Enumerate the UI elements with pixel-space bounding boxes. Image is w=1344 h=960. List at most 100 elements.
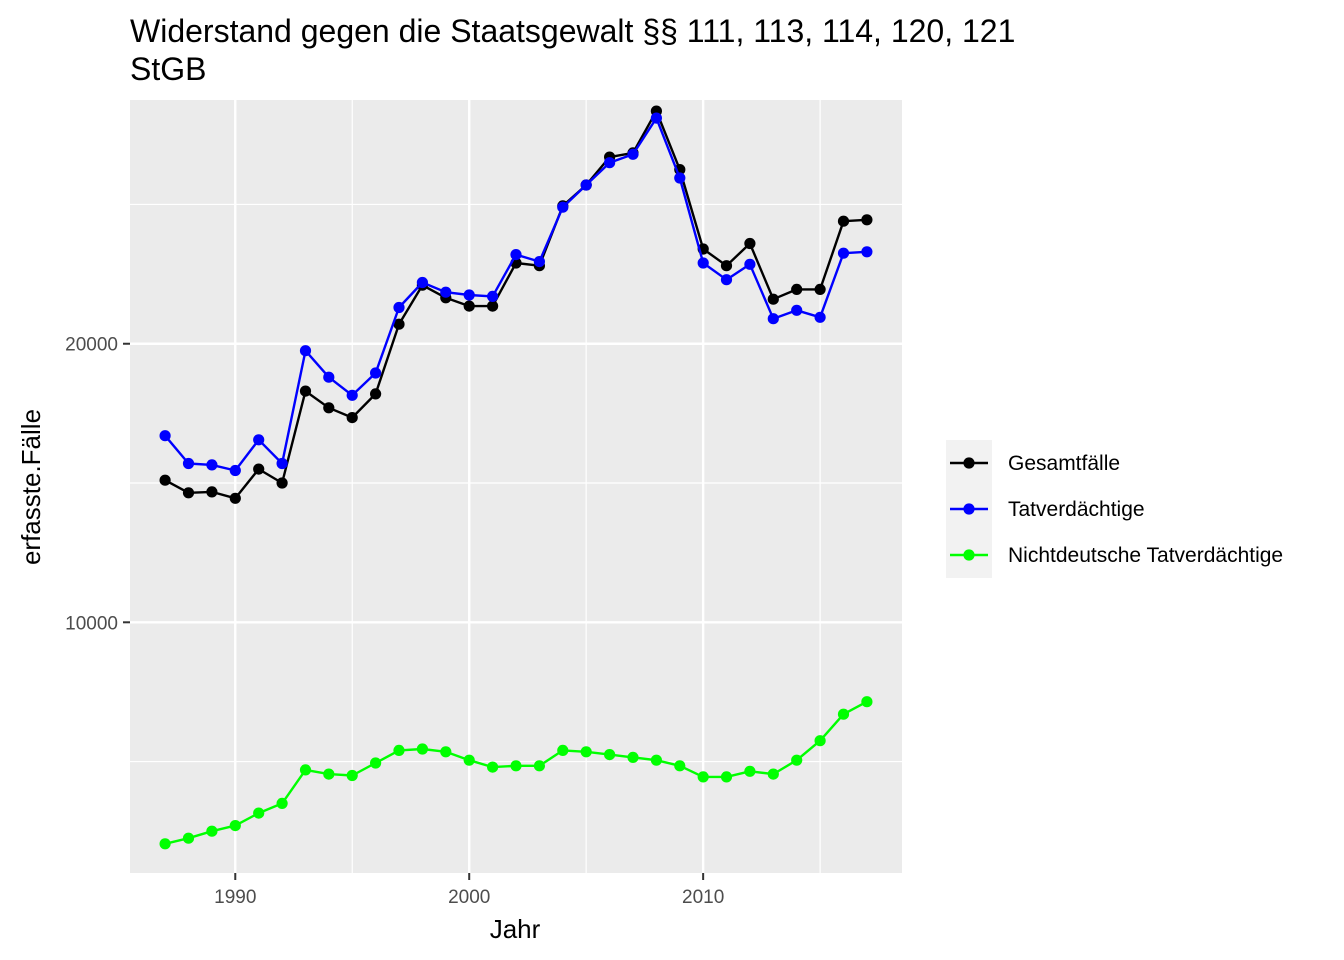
data-point [744,765,756,777]
x-tick-label: 1990 [214,887,256,908]
y-tick-label: 20000 [65,335,118,356]
data-point [229,492,241,504]
data-point [276,477,288,489]
data-point [253,807,265,819]
data-point [253,434,265,446]
data-point [580,746,592,758]
x-tick-label: 2010 [682,887,724,908]
tick-labels: 1990 2000 2010 10000 20000 [65,335,724,908]
y-tick-label: 10000 [65,613,118,634]
data-point [182,832,195,844]
data-point [206,825,218,837]
data-point [697,257,709,269]
data-point [370,367,382,379]
data-point [861,214,873,226]
data-point [767,768,779,780]
legend-item: Tatverdächtige [950,498,1145,521]
data-point [253,463,265,475]
data-point [837,247,850,259]
data-point [627,148,639,160]
data-point [837,708,850,720]
data-point [393,744,405,757]
data-point [814,283,826,295]
data-point [159,474,171,486]
data-point [463,754,475,766]
data-point [510,760,522,772]
data-point [487,300,499,312]
data-point [720,771,733,783]
data-point [650,112,663,124]
x-axis-title: Jahr [490,914,541,944]
data-point [674,172,686,184]
chart-title-line-1: Widerstand gegen die Staatsgewalt §§ 111… [130,13,1015,49]
data-point [370,757,382,769]
data-point [744,237,756,250]
data-point [323,402,335,414]
plot-panel [130,100,902,873]
data-point [720,260,733,272]
data-point [767,313,779,325]
data-point [814,311,826,323]
data-point [440,746,452,758]
data-point [440,286,452,298]
data-point [323,768,335,780]
data-point [370,388,382,400]
data-point [791,283,803,295]
legend-key-point [963,457,975,469]
data-point [229,820,241,832]
legend-key-point [963,549,975,561]
series-layer [159,105,873,850]
data-point [744,258,756,270]
data-point [791,754,803,766]
data-point [276,797,288,810]
data-point [299,385,312,397]
data-point [159,838,171,850]
data-point [416,276,428,289]
data-point [463,300,475,312]
data-point [346,769,358,782]
grid-major [130,100,902,873]
data-point [206,459,218,471]
data-point [533,760,546,772]
legend-label: Tatverdächtige [1008,498,1145,521]
chart-title-line-2: StGB [130,51,206,87]
data-point [299,764,312,776]
data-point [861,246,873,258]
series-2 [159,112,873,477]
data-point [650,754,663,766]
series-3 [159,696,873,850]
data-point [627,751,639,764]
x-tick-label: 2000 [448,887,490,908]
data-point [791,304,803,316]
legend-key-point [963,503,975,515]
data-point [814,735,826,747]
legend-item: Gesamtfälle [950,452,1120,475]
data-point [510,249,522,261]
data-point [416,743,428,755]
data-point [182,457,195,470]
data-point [604,749,616,761]
data-point [206,486,218,498]
data-point [720,274,733,286]
data-point [299,345,312,357]
data-point [323,371,335,383]
data-point [276,457,288,470]
legend-label: Gesamtfälle [1008,452,1120,475]
data-point [182,487,195,499]
legend-item: Nichtdeutsche Tatverdächtige [950,544,1283,567]
data-point [487,761,499,773]
data-point [580,179,592,191]
y-axis-title: erfasste.Fälle [16,409,46,565]
legend-label: Nichtdeutsche Tatverdächtige [1008,544,1283,567]
data-point [674,760,686,772]
data-point [463,289,475,301]
data-point [487,290,499,302]
axis-ticks [123,342,705,880]
data-point [697,771,709,783]
data-point [229,464,241,477]
data-point [557,201,569,213]
data-point [393,318,405,330]
data-point [767,293,779,305]
data-point [533,256,546,268]
